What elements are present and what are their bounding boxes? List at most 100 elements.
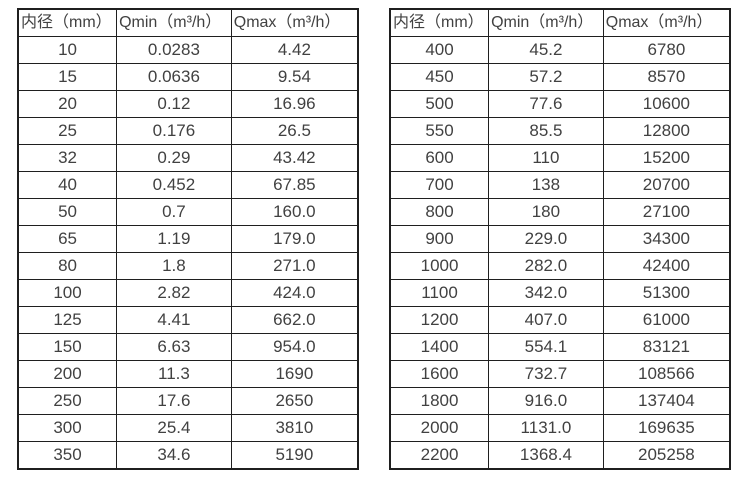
qmax-cell: 954.0 [230,333,359,361]
qmax-cell: 137404 [602,387,731,415]
qmin-cell: 1.19 [116,225,232,253]
diameter-cell: 550 [389,117,490,145]
diameter-cell: 1600 [389,360,490,388]
diameter-cell: 40 [17,171,118,199]
qmax-cell: 4.42 [230,36,359,64]
table-row: 25 0.176 26.5 [17,117,359,145]
table-row: 100 2.82 424.0 [17,279,359,307]
qmax-cell: 16.96 [230,90,359,118]
qmin-cell: 554.1 [488,333,604,361]
diameter-cell: 100 [17,279,118,307]
table-row: 250 17.6 2650 [17,387,359,415]
table-row: 1400 554.1 83121 [389,333,731,361]
diameter-column-header: 内径（mm） [389,8,490,37]
qmin-cell: 407.0 [488,306,604,334]
diameter-cell: 200 [17,360,118,388]
diameter-cell: 700 [389,171,490,199]
diameter-cell: 500 [389,90,490,118]
table-row: 32 0.29 43.42 [17,144,359,172]
qmax-cell: 26.5 [230,117,359,145]
qmax-cell: 108566 [602,360,731,388]
diameter-cell: 300 [17,414,118,442]
qmin-cell: 57.2 [488,63,604,91]
flow-table-large-diameter: 内径（mm） Qmin（m³/h） Qmax（m³/h） 400 45.2 6780 450… [389,8,731,470]
diameter-cell: 2200 [389,441,490,470]
qmax-cell: 20700 [602,171,731,199]
table-row: 80 1.8 271.0 [17,252,359,280]
qmax-cell: 1690 [230,360,359,388]
table-row: 800 180 27100 [389,198,731,226]
diameter-column-header: 内径（mm） [17,8,118,37]
table-row: 2200 1368.4 205258 [389,441,731,470]
diameter-cell: 450 [389,63,490,91]
qmin-cell: 25.4 [116,414,232,442]
qmin-cell: 342.0 [488,279,604,307]
qmin-cell: 11.3 [116,360,232,388]
diameter-cell: 150 [17,333,118,361]
qmin-cell: 4.41 [116,306,232,334]
qmin-column-header: Qmin（m³/h） [488,8,604,37]
diameter-cell: 15 [17,63,118,91]
qmin-cell: 138 [488,171,604,199]
qmax-cell: 61000 [602,306,731,334]
qmin-cell: 77.6 [488,90,604,118]
diameter-cell: 125 [17,306,118,334]
diameter-cell: 400 [389,36,490,64]
diameter-cell: 25 [17,117,118,145]
qmin-cell: 229.0 [488,225,604,253]
diameter-cell: 32 [17,144,118,172]
qmax-cell: 205258 [602,441,731,470]
qmax-column-header: Qmax（m³/h） [230,8,359,37]
diameter-cell: 50 [17,198,118,226]
table-row: 400 45.2 6780 [389,36,731,64]
qmin-cell: 732.7 [488,360,604,388]
qmin-cell: 1368.4 [488,441,604,470]
table-row: 10 0.0283 4.42 [17,36,359,64]
qmax-cell: 42400 [602,252,731,280]
qmin-cell: 0.0636 [116,63,232,91]
table-row: 20 0.12 16.96 [17,90,359,118]
qmax-cell: 12800 [602,117,731,145]
qmax-cell: 5190 [230,441,359,470]
diameter-cell: 65 [17,225,118,253]
qmax-cell: 15200 [602,144,731,172]
qmin-cell: 85.5 [488,117,604,145]
header-row: 内径（mm） Qmin（m³/h） Qmax（m³/h） [17,8,359,37]
table-row: 700 138 20700 [389,171,731,199]
diameter-cell: 1000 [389,252,490,280]
qmin-cell: 282.0 [488,252,604,280]
qmin-cell: 0.29 [116,144,232,172]
qmin-cell: 6.63 [116,333,232,361]
diameter-cell: 1200 [389,306,490,334]
flow-tables-container: 内径（mm） Qmin（m³/h） Qmax（m³/h） 10 0.0283 4.42 15… [17,8,731,470]
diameter-cell: 20 [17,90,118,118]
table-row: 550 85.5 12800 [389,117,731,145]
qmax-cell: 169635 [602,414,731,442]
diameter-cell: 1400 [389,333,490,361]
diameter-cell: 350 [17,441,118,470]
table-row: 300 25.4 3810 [17,414,359,442]
qmin-cell: 916.0 [488,387,604,415]
qmax-cell: 271.0 [230,252,359,280]
diameter-cell: 1100 [389,279,490,307]
table-row: 125 4.41 662.0 [17,306,359,334]
table-row: 600 110 15200 [389,144,731,172]
qmax-cell: 2650 [230,387,359,415]
qmin-cell: 0.12 [116,90,232,118]
flow-table-small-diameter: 内径（mm） Qmin（m³/h） Qmax（m³/h） 10 0.0283 4.42 15… [17,8,359,470]
diameter-cell: 900 [389,225,490,253]
table-row: 40 0.452 67.85 [17,171,359,199]
qmax-cell: 27100 [602,198,731,226]
table-row: 500 77.6 10600 [389,90,731,118]
qmin-column-header: Qmin（m³/h） [116,8,232,37]
diameter-cell: 80 [17,252,118,280]
qmin-cell: 180 [488,198,604,226]
qmax-cell: 34300 [602,225,731,253]
table-row: 200 11.3 1690 [17,360,359,388]
qmax-cell: 3810 [230,414,359,442]
qmax-cell: 67.85 [230,171,359,199]
qmax-cell: 160.0 [230,198,359,226]
qmin-cell: 110 [488,144,604,172]
qmin-cell: 17.6 [116,387,232,415]
qmin-cell: 0.7 [116,198,232,226]
